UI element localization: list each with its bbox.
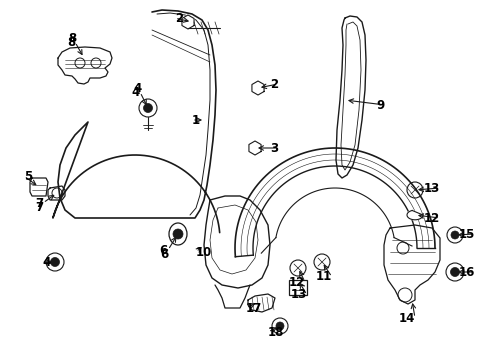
Circle shape	[52, 188, 62, 198]
Circle shape	[275, 322, 284, 330]
Circle shape	[445, 263, 463, 281]
Bar	[288, 280, 306, 295]
Text: 5: 5	[24, 170, 32, 183]
Text: 9: 9	[376, 99, 384, 112]
Text: 8: 8	[67, 36, 75, 49]
Text: 6: 6	[160, 243, 168, 257]
Circle shape	[184, 18, 191, 26]
Text: 10: 10	[196, 246, 212, 258]
Circle shape	[91, 58, 101, 68]
Polygon shape	[182, 15, 194, 29]
Circle shape	[75, 58, 85, 68]
Text: 11: 11	[315, 270, 331, 284]
Text: 4: 4	[42, 256, 50, 269]
Text: 18: 18	[267, 325, 284, 338]
Circle shape	[397, 288, 411, 302]
Circle shape	[449, 267, 459, 276]
Polygon shape	[406, 211, 422, 220]
Circle shape	[139, 99, 157, 117]
Ellipse shape	[169, 223, 186, 245]
Text: 17: 17	[245, 302, 262, 315]
Text: 16: 16	[458, 266, 474, 279]
Text: 12: 12	[423, 212, 439, 225]
Text: 7: 7	[35, 197, 43, 210]
Circle shape	[46, 253, 64, 271]
Circle shape	[50, 257, 60, 266]
Text: 3: 3	[269, 141, 278, 154]
Circle shape	[173, 229, 183, 239]
Text: 4: 4	[131, 86, 140, 99]
Polygon shape	[248, 141, 261, 155]
Text: 12: 12	[288, 275, 305, 288]
Circle shape	[396, 242, 408, 254]
Text: 8: 8	[68, 32, 76, 45]
Circle shape	[251, 144, 258, 152]
Text: 13: 13	[290, 288, 306, 302]
Text: 6: 6	[160, 248, 168, 261]
Circle shape	[271, 318, 287, 334]
Polygon shape	[251, 81, 264, 95]
Text: 15: 15	[458, 228, 474, 240]
Circle shape	[446, 227, 462, 243]
Text: 2: 2	[269, 77, 278, 90]
Circle shape	[289, 260, 305, 276]
Circle shape	[254, 84, 261, 92]
Text: 2: 2	[175, 12, 183, 24]
Circle shape	[313, 254, 329, 270]
Text: 13: 13	[423, 181, 439, 194]
Circle shape	[450, 231, 458, 239]
Text: 1: 1	[192, 113, 200, 126]
Text: 7: 7	[35, 201, 43, 213]
Text: 4: 4	[134, 81, 142, 95]
Circle shape	[143, 104, 152, 113]
Circle shape	[406, 182, 422, 198]
Text: 14: 14	[398, 311, 414, 324]
